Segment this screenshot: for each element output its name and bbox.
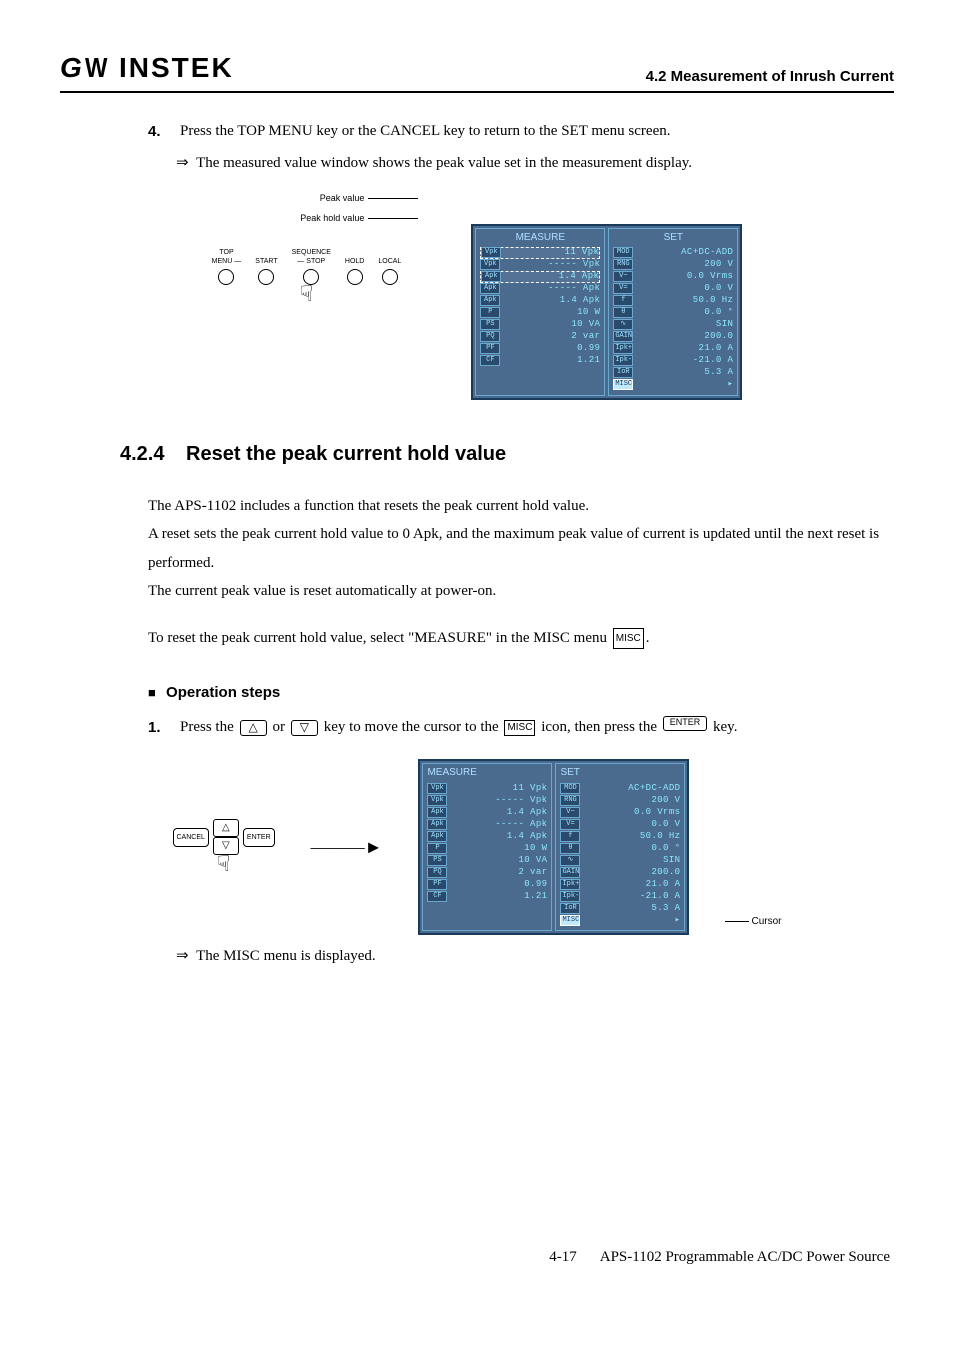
set-panel: SET MODAC+DC-ADDRNG200 VV~0.0 VrmsV=0.0 … bbox=[608, 228, 738, 396]
arrow-right-icon: ———► bbox=[311, 835, 383, 860]
lcd-row: ∿SIN bbox=[560, 854, 680, 866]
hardware-key: LOCAL bbox=[378, 248, 401, 286]
hardware-key: HOLD bbox=[345, 248, 364, 286]
measure-panel: MEASURE Vpk11 VpkVpk----- VpkApk1.4 ApkA… bbox=[475, 228, 605, 396]
lcd-row: Vpk----- Vpk bbox=[480, 259, 600, 271]
step-text: Press the △ or ▽ key to move the cursor … bbox=[180, 717, 890, 738]
lcd-row: MODAC+DC-ADD bbox=[613, 247, 733, 259]
misc-icon: MISC bbox=[504, 720, 535, 736]
lcd-row: IoR5.3 A bbox=[613, 367, 733, 379]
step-text: Press the TOP MENU key or the CANCEL key… bbox=[180, 121, 890, 142]
enter-key-icon: ENTER bbox=[663, 716, 708, 731]
set-panel: SET MODAC+DC-ADDRNG200 VV~0.0 VrmsV=0.0 … bbox=[555, 763, 685, 931]
lcd-row: Ipk--21.0 A bbox=[560, 890, 680, 902]
arrow-icon: ⇒ bbox=[176, 947, 189, 964]
up-key-icon: △ bbox=[240, 720, 267, 736]
lcd-row: RNG200 V bbox=[560, 794, 680, 806]
lcd-row: Ipk+21.0 A bbox=[613, 343, 733, 355]
page-number: 4-17 bbox=[549, 1249, 577, 1265]
lcd-row: MISC▸ bbox=[560, 914, 680, 926]
lcd-row: MISC▸ bbox=[613, 379, 733, 391]
lcd-row: IoR5.3 A bbox=[560, 902, 680, 914]
hardware-key: TOPMENU— bbox=[212, 248, 242, 286]
lcd-row: GAIN200.0 bbox=[613, 331, 733, 343]
result-text: The MISC menu is displayed. bbox=[196, 948, 376, 964]
peak-hold-label: Peak hold value bbox=[300, 212, 422, 225]
lcd-row: Vpk11 Vpk bbox=[427, 782, 547, 794]
lcd-row: ∿SIN bbox=[613, 319, 733, 331]
bullet-icon: ■ bbox=[148, 685, 156, 700]
lcd-row: Apk----- Apk bbox=[480, 283, 600, 295]
subsection-title: Reset the peak current hold value bbox=[186, 443, 506, 465]
lcd-row: Ipk--21.0 A bbox=[613, 355, 733, 367]
footer-title: APS-1102 Programmable AC/DC Power Source bbox=[600, 1249, 890, 1265]
figure-1: Peak value Peak hold value TOPMENU— STAR… bbox=[60, 194, 894, 400]
measure-panel: MEASURE Vpk11 VpkVpk----- VpkApk1.4 ApkA… bbox=[422, 763, 552, 931]
step-4: 4. Press the TOP MENU key or the CANCEL … bbox=[148, 121, 894, 173]
hardware-key: SEQUENCE—STOP bbox=[292, 248, 331, 286]
lcd-row: θ0.0 ° bbox=[613, 307, 733, 319]
lcd-row: Apk1.4 Apk bbox=[427, 830, 547, 842]
lcd-row: V~0.0 Vrms bbox=[613, 271, 733, 283]
keypad-row: TOPMENU— START SEQUENCE—STOP HOLD LOCAL ☟ bbox=[212, 224, 402, 306]
section-title: 4.2 Measurement of Inrush Current bbox=[646, 66, 894, 87]
enter-key-icon: ENTER bbox=[243, 828, 275, 848]
lcd-row: P10 W bbox=[427, 842, 547, 854]
result-text: The measured value window shows the peak… bbox=[196, 155, 692, 171]
lcd-row: Ipk+21.0 A bbox=[560, 878, 680, 890]
operation-steps-heading: ■ Operation steps bbox=[148, 682, 894, 703]
cancel-key-icon: CANCEL bbox=[173, 828, 209, 848]
lcd-row: GAIN200.0 bbox=[560, 866, 680, 878]
lcd-row: Apk1.4 Apk bbox=[427, 806, 547, 818]
lcd-row: PF0.99 bbox=[480, 343, 600, 355]
lcd-row: PQ2 var bbox=[480, 331, 600, 343]
lcd-row: RNG200 V bbox=[613, 259, 733, 271]
lcd-row: PS10 VA bbox=[427, 854, 547, 866]
step-4-result: ⇒ The measured value window shows the pe… bbox=[176, 152, 894, 174]
lcd-row: Apk----- Apk bbox=[427, 818, 547, 830]
lcd-row: V=0.0 V bbox=[613, 283, 733, 295]
figure-2: CANCEL △ ▽ ENTER ☟ ———► MEASURE Vpk11 Vp… bbox=[60, 759, 894, 935]
lcd-row: PQ2 var bbox=[427, 866, 547, 878]
arrow-icon: ⇒ bbox=[176, 154, 189, 171]
subsection-heading: 4.2.4 Reset the peak current hold value bbox=[120, 440, 894, 468]
lcd-row: P10 W bbox=[480, 307, 600, 319]
peak-value-label: Peak value bbox=[320, 192, 423, 205]
up-key-icon: △ bbox=[213, 819, 239, 837]
lcd-screen-2: MEASURE Vpk11 VpkVpk----- VpkApk1.4 ApkA… bbox=[418, 759, 689, 935]
lcd-row: θ0.0 ° bbox=[560, 842, 680, 854]
hand-cursor-icon: ☟ bbox=[173, 853, 275, 875]
paragraph-1: The APS-1102 includes a function that re… bbox=[148, 492, 894, 606]
page-footer: 4-17 APS-1102 Programmable AC/DC Power S… bbox=[60, 1247, 894, 1268]
hand-cursor-icon: ☟ bbox=[212, 283, 402, 305]
lcd-row: V~0.0 Vrms bbox=[560, 806, 680, 818]
lcd-row: Vpk----- Vpk bbox=[427, 794, 547, 806]
lcd-row: V=0.0 V bbox=[560, 818, 680, 830]
page-header: GW INSTEK 4.2 Measurement of Inrush Curr… bbox=[60, 48, 894, 93]
lcd-row: CF1.21 bbox=[480, 355, 600, 367]
lcd-row: PS10 VA bbox=[480, 319, 600, 331]
keypad-2: CANCEL △ ▽ ENTER ☟ bbox=[173, 819, 275, 875]
hardware-key: START bbox=[255, 248, 277, 286]
step-number: 1. bbox=[148, 717, 176, 738]
step-number: 4. bbox=[148, 121, 176, 142]
misc-icon: MISC bbox=[613, 628, 644, 649]
step-1: 1. Press the △ or ▽ key to move the curs… bbox=[148, 717, 894, 739]
brand-logo: GW INSTEK bbox=[60, 48, 234, 87]
step-1-result: ⇒ The MISC menu is displayed. bbox=[148, 945, 894, 967]
lcd-screen-1: MEASURE Vpk11 VpkVpk----- VpkApk1.4 ApkA… bbox=[471, 224, 742, 400]
paragraph-2: To reset the peak current hold value, se… bbox=[148, 624, 894, 653]
down-key-icon: ▽ bbox=[291, 720, 318, 736]
lcd-row: Apk1.4 Apk bbox=[480, 271, 600, 283]
lcd-row: f50.0 Hz bbox=[560, 830, 680, 842]
lcd-row: PF0.99 bbox=[427, 878, 547, 890]
cursor-label: Cursor bbox=[725, 915, 781, 929]
lcd-row: CF1.21 bbox=[427, 890, 547, 902]
lcd-row: MODAC+DC-ADD bbox=[560, 782, 680, 794]
lcd-row: Apk1.4 Apk bbox=[480, 295, 600, 307]
lcd-row: f50.0 Hz bbox=[613, 295, 733, 307]
subsection-number: 4.2.4 bbox=[120, 443, 164, 465]
lcd-row: Vpk11 Vpk bbox=[480, 247, 600, 259]
